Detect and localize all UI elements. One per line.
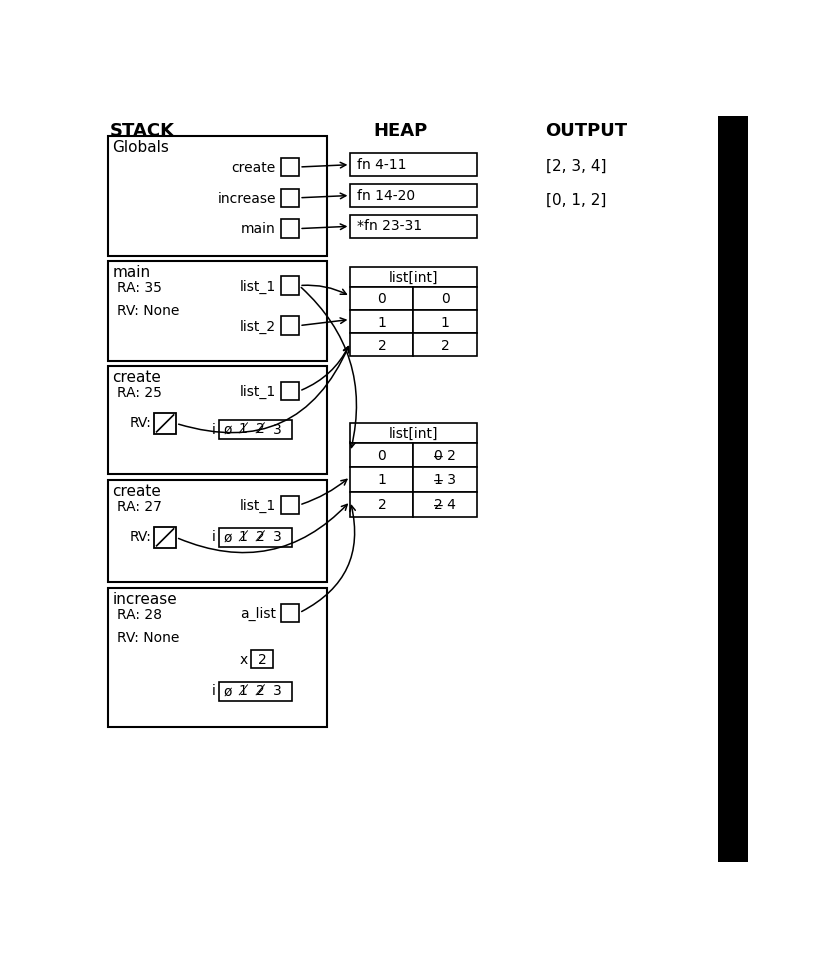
- Text: a_list: a_list: [240, 607, 276, 620]
- Bar: [108, 367, 327, 474]
- Bar: [281, 496, 299, 514]
- Text: list_2: list_2: [240, 319, 276, 334]
- Text: 2̸: 2̸: [256, 530, 265, 544]
- Text: fn 4-11: fn 4-11: [356, 158, 406, 171]
- Text: ø: ø: [224, 423, 233, 437]
- Text: STACK: STACK: [110, 122, 175, 140]
- Bar: [414, 333, 477, 356]
- Text: RV: None: RV: None: [117, 304, 179, 318]
- Text: i: i: [212, 530, 215, 544]
- Bar: [108, 136, 327, 256]
- Text: ø: ø: [224, 684, 233, 699]
- Text: fn 14-20: fn 14-20: [356, 189, 415, 202]
- Bar: [351, 492, 414, 517]
- Text: RA: 27: RA: 27: [117, 500, 162, 514]
- Text: [2, 3, 4]: [2, 3, 4]: [546, 159, 606, 173]
- Text: i: i: [212, 684, 215, 699]
- Bar: [281, 381, 299, 401]
- Text: list_1: list_1: [239, 280, 276, 293]
- Bar: [351, 215, 477, 238]
- Text: x: x: [240, 652, 248, 667]
- Text: RV:: RV:: [130, 529, 151, 544]
- Text: 2: 2: [377, 339, 386, 352]
- Text: 2: 2: [440, 339, 450, 352]
- Text: create: create: [232, 161, 276, 175]
- Text: 3: 3: [273, 423, 282, 437]
- Bar: [351, 333, 414, 356]
- Text: 2̸: 2̸: [256, 423, 265, 437]
- Text: 1̸: 1̸: [240, 530, 248, 544]
- Text: 1: 1: [440, 316, 450, 329]
- Bar: [219, 420, 293, 439]
- Text: i: i: [212, 423, 215, 437]
- Text: 2̸: 2̸: [256, 684, 265, 699]
- Bar: [351, 287, 414, 310]
- Bar: [351, 153, 477, 176]
- Text: [0, 1, 2]: [0, 1, 2]: [546, 194, 606, 208]
- Bar: [108, 261, 327, 361]
- Text: list[int]: list[int]: [389, 427, 438, 440]
- Bar: [414, 468, 477, 492]
- Text: list_1: list_1: [239, 385, 276, 399]
- Bar: [281, 220, 299, 238]
- Bar: [351, 184, 477, 207]
- Text: 2: 2: [258, 652, 267, 667]
- Text: *fn 23-31: *fn 23-31: [356, 220, 421, 233]
- Text: 1̶ 3: 1̶ 3: [434, 473, 456, 488]
- Text: increase: increase: [112, 592, 177, 607]
- Text: RV: None: RV: None: [117, 631, 179, 646]
- Bar: [251, 650, 273, 668]
- Text: 1̸: 1̸: [240, 684, 248, 699]
- Text: 2̶ 4: 2̶ 4: [434, 499, 456, 512]
- Bar: [219, 682, 293, 701]
- Text: 1: 1: [377, 316, 386, 329]
- Bar: [351, 310, 414, 333]
- Text: 0: 0: [377, 449, 386, 463]
- Text: OUTPUT: OUTPUT: [546, 122, 627, 140]
- Bar: [108, 480, 327, 582]
- Text: main: main: [241, 223, 276, 236]
- Bar: [281, 317, 299, 335]
- Text: ø: ø: [224, 530, 233, 544]
- Text: RA: 35: RA: 35: [117, 281, 162, 295]
- Text: 0: 0: [377, 292, 386, 307]
- Bar: [155, 412, 176, 435]
- Bar: [351, 442, 414, 468]
- Bar: [281, 276, 299, 295]
- Bar: [108, 589, 327, 727]
- Text: 1: 1: [377, 473, 386, 488]
- Bar: [155, 527, 176, 548]
- Text: 1̸: 1̸: [240, 423, 248, 437]
- Bar: [414, 287, 477, 310]
- Bar: [281, 158, 299, 176]
- Bar: [414, 310, 477, 333]
- Bar: [351, 267, 477, 287]
- Bar: [414, 442, 477, 468]
- Text: HEAP: HEAP: [374, 122, 428, 140]
- Text: 0̶ 2: 0̶ 2: [434, 449, 456, 463]
- Bar: [281, 189, 299, 207]
- Text: create: create: [112, 484, 161, 499]
- Text: 2: 2: [377, 499, 386, 512]
- Bar: [414, 492, 477, 517]
- Bar: [719, 116, 748, 862]
- Bar: [281, 604, 299, 622]
- Text: RV:: RV:: [130, 415, 151, 430]
- Text: RA: 28: RA: 28: [117, 608, 162, 622]
- Text: RA: 25: RA: 25: [117, 386, 162, 401]
- Bar: [351, 423, 477, 442]
- Text: increase: increase: [218, 192, 276, 205]
- Bar: [351, 468, 414, 492]
- Bar: [219, 529, 293, 547]
- Text: list[int]: list[int]: [389, 271, 438, 285]
- Text: list_1: list_1: [239, 499, 276, 513]
- Text: create: create: [112, 370, 161, 385]
- Text: Globals: Globals: [112, 140, 170, 155]
- Text: 3: 3: [273, 684, 282, 699]
- Text: main: main: [112, 265, 150, 280]
- Text: 0: 0: [440, 292, 450, 307]
- Text: 3: 3: [273, 530, 282, 544]
